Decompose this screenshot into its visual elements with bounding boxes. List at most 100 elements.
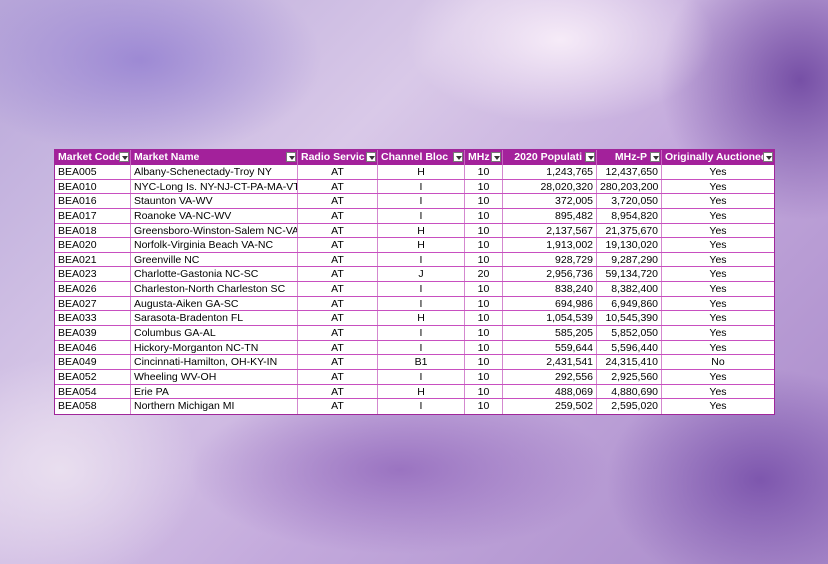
- table-cell: 292,556: [503, 369, 597, 384]
- table-cell: 8,382,400: [597, 282, 662, 296]
- table-cell: 5,852,050: [597, 326, 662, 340]
- filter-dropdown[interactable]: [119, 152, 129, 162]
- table-cell: 10: [465, 252, 503, 267]
- header-text: 2020 Populati: [514, 151, 582, 163]
- table-cell: Norfolk-Virginia Beach VA-NC: [131, 238, 298, 252]
- table-cell: BEA010: [55, 179, 131, 194]
- table-cell: BEA054: [55, 384, 131, 399]
- table-cell: AT: [298, 238, 378, 252]
- header-text: MHz: [468, 151, 490, 163]
- table-cell: I: [378, 399, 465, 414]
- filter-dropdown[interactable]: [491, 152, 501, 162]
- table-cell: AT: [298, 399, 378, 414]
- table-cell: No: [711, 356, 725, 369]
- table-row: BEA058 Northern Michigan MI AT I 10 259,502 2,…: [55, 399, 774, 414]
- table-cell: AT: [298, 223, 378, 238]
- table-cell: Yes: [709, 209, 727, 222]
- table-cell: 28,020,320: [503, 179, 597, 194]
- table-cell: 10: [465, 179, 503, 194]
- table-cell: I: [378, 369, 465, 384]
- table-cell: I: [378, 208, 465, 223]
- table-cell: 585,205: [503, 326, 597, 340]
- filter-dropdown[interactable]: [366, 152, 376, 162]
- table-row: BEA027 Augusta-Aiken GA-SC AT I 10 694,986 6,9…: [55, 296, 774, 312]
- table-cell: 280,203,200: [597, 179, 662, 194]
- table-cell: 10: [465, 340, 503, 355]
- table-cell: Cincinnati-Hamilton, OH-KY-IN: [131, 355, 298, 369]
- table-cell: 2,956,736: [503, 267, 597, 282]
- table-cell: Yes: [709, 283, 727, 296]
- table-cell: Yes: [709, 166, 727, 178]
- table-cell: 2,431,541: [503, 355, 597, 369]
- table-cell: 10: [465, 311, 503, 326]
- table-cell: Erie PA: [131, 384, 298, 399]
- table-cell: Wheeling WV-OH: [131, 369, 298, 384]
- column-header: MHz: [465, 150, 503, 165]
- table-cell: BEA016: [55, 194, 131, 208]
- table-cell: Yes: [709, 224, 727, 237]
- table-cell: AT: [298, 267, 378, 282]
- table-cell: 10: [465, 165, 503, 179]
- table-cell: 928,729: [503, 252, 597, 267]
- table-cell: Augusta-Aiken GA-SC: [131, 296, 298, 311]
- table-cell: H: [378, 384, 465, 399]
- table-cell: AT: [298, 340, 378, 355]
- table-cell: J: [378, 267, 465, 282]
- table-cell: 1,243,765: [503, 165, 597, 179]
- table-cell: 4,880,690: [597, 384, 662, 399]
- filter-dropdown[interactable]: [286, 152, 296, 162]
- table-row: BEA023 Charlotte-Gastonia NC-SC AT J 20 2,956…: [55, 267, 774, 283]
- table-cell: BEA049: [55, 355, 131, 369]
- column-header: Channel Bloc: [378, 150, 465, 165]
- table-cell: Charlotte-Gastonia NC-SC: [131, 267, 298, 282]
- filter-dropdown[interactable]: [585, 152, 595, 162]
- table-cell: NYC-Long Is. NY-NJ-CT-PA-MA-VT: [131, 179, 298, 194]
- table-cell: AT: [298, 369, 378, 384]
- table-row: BEA010 NYC-Long Is. NY-NJ-CT-PA-MA-VT AT I 1…: [55, 179, 774, 195]
- table-cell: BEA033: [55, 311, 131, 326]
- column-header: Market Code: [55, 150, 131, 165]
- table-row: BEA046 Hickory-Morganton NC-TN AT I 10 559,64…: [55, 340, 774, 356]
- table-cell: 10: [465, 223, 503, 238]
- header-text: Radio Servic: [301, 151, 365, 163]
- table-cell: 12,437,650: [597, 165, 662, 179]
- table-cell: Yes: [709, 400, 727, 413]
- table-cell: BEA058: [55, 399, 131, 414]
- table-row: BEA017 Roanoke VA-NC-WV AT I 10 895,482 8,954,…: [55, 208, 774, 224]
- table-row: BEA018 Greensboro-Winston-Salem NC-VA AT H 1…: [55, 223, 774, 239]
- table-cell: 10: [465, 369, 503, 384]
- table-cell: BEA020: [55, 238, 131, 252]
- table-cell: BEA005: [55, 165, 131, 179]
- table-cell: AT: [298, 296, 378, 311]
- table-cell: 10: [465, 326, 503, 340]
- column-header: MHz-P: [597, 150, 662, 165]
- table-cell: Yes: [709, 180, 727, 193]
- table-cell: I: [378, 326, 465, 340]
- table-cell: AT: [298, 311, 378, 326]
- table-cell: 10: [465, 238, 503, 252]
- table-cell: Yes: [709, 297, 727, 310]
- table-cell: 1,054,539: [503, 311, 597, 326]
- table-cell: 559,644: [503, 340, 597, 355]
- table-cell: Yes: [709, 312, 727, 325]
- table-cell: AT: [298, 179, 378, 194]
- table-cell: BEA027: [55, 296, 131, 311]
- table-cell: BEA018: [55, 223, 131, 238]
- filter-dropdown[interactable]: [650, 152, 660, 162]
- table-cell: I: [378, 194, 465, 208]
- filter-dropdown[interactable]: [763, 152, 773, 162]
- table-cell: 10: [465, 296, 503, 311]
- table-cell: 838,240: [503, 282, 597, 296]
- table-cell: BEA023: [55, 267, 131, 282]
- table-cell: Staunton VA-WV: [131, 194, 298, 208]
- table-cell: B1: [378, 355, 465, 369]
- filter-dropdown[interactable]: [453, 152, 463, 162]
- table-row: BEA052 Wheeling WV-OH AT I 10 292,556 2,925,56…: [55, 369, 774, 385]
- header-row: Market Code Market Name Radio Servic Channe…: [55, 150, 774, 165]
- table-cell: AT: [298, 165, 378, 179]
- table-cell: BEA039: [55, 326, 131, 340]
- table-cell: 3,720,050: [597, 194, 662, 208]
- table-cell: Yes: [709, 239, 727, 252]
- table-cell: AT: [298, 208, 378, 223]
- table-cell: 10,545,390: [597, 311, 662, 326]
